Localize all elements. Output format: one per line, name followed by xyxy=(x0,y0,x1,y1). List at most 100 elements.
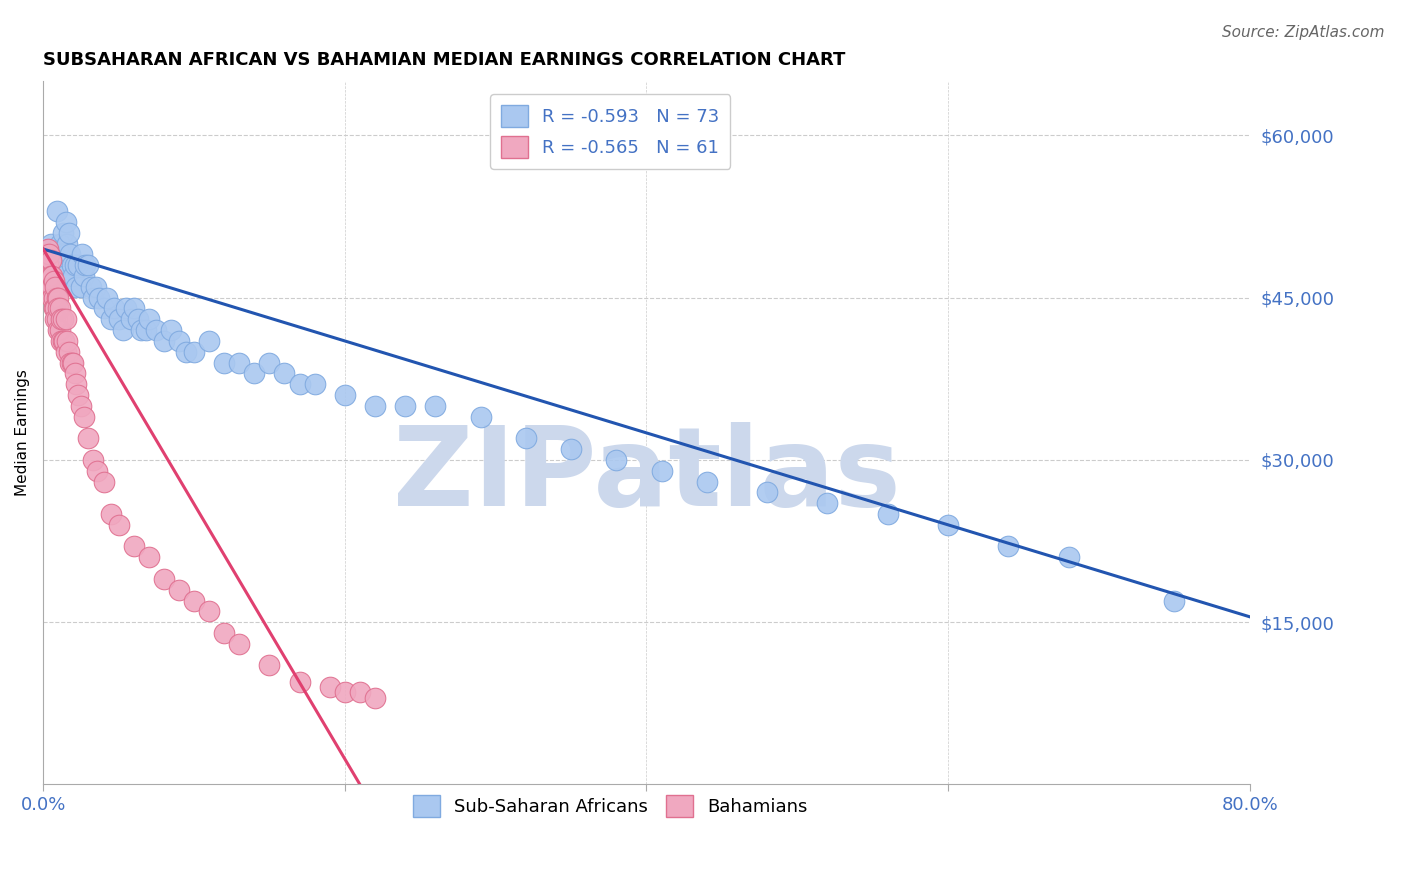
Point xyxy=(37,242,59,256)
Point xyxy=(80,280,103,294)
Point xyxy=(333,388,356,402)
Point xyxy=(129,323,152,337)
Point xyxy=(77,258,100,272)
Point xyxy=(1057,550,1080,565)
Point xyxy=(51,247,73,261)
Point xyxy=(37,258,59,272)
Point xyxy=(650,464,672,478)
Point xyxy=(122,301,145,316)
Point xyxy=(273,367,295,381)
Point xyxy=(304,377,326,392)
Point xyxy=(82,453,104,467)
Point xyxy=(70,280,93,294)
Point xyxy=(73,409,96,424)
Legend: Sub-Saharan Africans, Bahamians: Sub-Saharan Africans, Bahamians xyxy=(405,789,815,824)
Point xyxy=(259,355,281,369)
Point xyxy=(55,344,77,359)
Point xyxy=(70,399,93,413)
Point xyxy=(45,312,67,326)
Point xyxy=(41,291,63,305)
Point xyxy=(62,355,84,369)
Point xyxy=(49,323,72,337)
Point xyxy=(44,280,66,294)
Point xyxy=(59,247,82,261)
Point xyxy=(65,280,87,294)
Point xyxy=(60,355,83,369)
Point xyxy=(212,355,235,369)
Point xyxy=(153,334,176,348)
Point xyxy=(228,637,250,651)
Point xyxy=(212,626,235,640)
Point xyxy=(46,280,69,294)
Point xyxy=(44,312,66,326)
Point xyxy=(183,593,205,607)
Point xyxy=(45,204,67,219)
Point xyxy=(52,258,75,272)
Point xyxy=(228,355,250,369)
Point xyxy=(364,690,387,705)
Point xyxy=(93,301,115,316)
Point xyxy=(87,291,110,305)
Point xyxy=(39,268,62,283)
Point xyxy=(39,252,62,267)
Point xyxy=(115,301,138,316)
Point xyxy=(39,280,62,294)
Point xyxy=(39,236,62,251)
Point xyxy=(86,464,108,478)
Text: SUBSAHARAN AFRICAN VS BAHAMIAN MEDIAN EARNINGS CORRELATION CHART: SUBSAHARAN AFRICAN VS BAHAMIAN MEDIAN EA… xyxy=(44,51,845,69)
Point xyxy=(319,680,342,694)
Point xyxy=(160,323,183,337)
Point xyxy=(183,344,205,359)
Point xyxy=(44,301,66,316)
Point xyxy=(51,312,73,326)
Point xyxy=(60,258,83,272)
Point xyxy=(100,507,122,521)
Point xyxy=(515,431,537,445)
Text: ZIPatlas: ZIPatlas xyxy=(392,422,900,529)
Point xyxy=(42,301,65,316)
Point xyxy=(198,604,221,618)
Point xyxy=(56,236,79,251)
Point xyxy=(46,258,69,272)
Point xyxy=(167,334,190,348)
Point xyxy=(127,312,149,326)
Point xyxy=(425,399,447,413)
Point xyxy=(63,367,86,381)
Point xyxy=(756,485,779,500)
Point xyxy=(53,268,76,283)
Point xyxy=(55,247,77,261)
Point xyxy=(153,572,176,586)
Point xyxy=(46,323,69,337)
Point xyxy=(63,258,86,272)
Point xyxy=(100,312,122,326)
Point xyxy=(243,367,266,381)
Point xyxy=(45,291,67,305)
Point xyxy=(41,280,63,294)
Point xyxy=(55,312,77,326)
Point xyxy=(42,291,65,305)
Point xyxy=(84,280,107,294)
Point xyxy=(46,301,69,316)
Point xyxy=(122,540,145,554)
Point xyxy=(49,236,72,251)
Point xyxy=(936,517,959,532)
Point xyxy=(198,334,221,348)
Point xyxy=(96,291,118,305)
Point xyxy=(394,399,416,413)
Point xyxy=(107,517,129,532)
Point xyxy=(364,399,387,413)
Point xyxy=(605,453,627,467)
Point xyxy=(75,258,97,272)
Point xyxy=(52,226,75,240)
Point xyxy=(53,334,76,348)
Point xyxy=(65,377,87,392)
Point xyxy=(997,540,1019,554)
Point xyxy=(77,431,100,445)
Point xyxy=(112,323,135,337)
Point xyxy=(59,355,82,369)
Point xyxy=(62,268,84,283)
Point xyxy=(120,312,142,326)
Point xyxy=(66,258,89,272)
Text: Source: ZipAtlas.com: Source: ZipAtlas.com xyxy=(1222,25,1385,40)
Point xyxy=(288,674,311,689)
